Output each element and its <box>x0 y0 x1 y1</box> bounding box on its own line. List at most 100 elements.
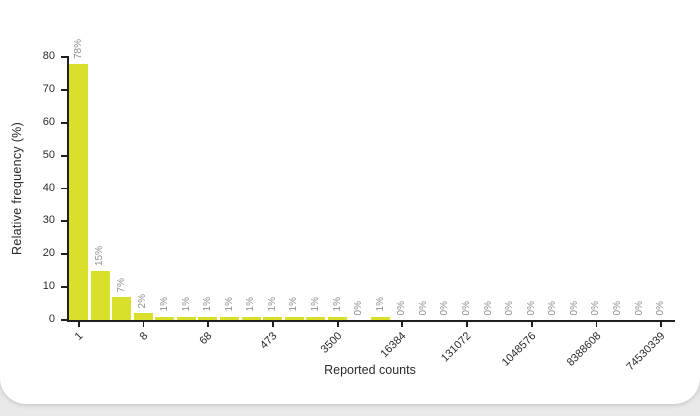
bar-value-label: 0% <box>482 300 494 315</box>
bar-value-label: 1% <box>180 297 192 312</box>
bar-slot: 0% <box>543 57 565 320</box>
bar-slot: 1% <box>241 57 263 320</box>
bar <box>327 316 347 320</box>
bar-value-label: 0% <box>633 300 645 315</box>
bar-slot: 0% <box>521 57 543 320</box>
x-tick-mark <box>401 321 404 327</box>
y-tick-label: 80 <box>42 50 55 62</box>
bar-value-label: 15% <box>94 245 106 266</box>
y-tick-mark <box>61 56 67 58</box>
bar-slot: 1% <box>176 57 198 320</box>
x-axis-ticks: 1 8 68 473 3500 16384 131072 1048576 8388608 7453… <box>68 321 672 381</box>
bar-slot: 0% <box>586 57 608 320</box>
bar-value-label: 1% <box>310 297 322 312</box>
bar <box>112 297 132 320</box>
bar-value-label: 1% <box>223 297 235 312</box>
y-tick-label: 10 <box>42 280 55 293</box>
bar <box>198 316 218 320</box>
y-tick-label: 70 <box>42 82 55 95</box>
y-tick-mark <box>61 121 67 124</box>
bar-value-label: 1% <box>374 297 386 312</box>
bar-slot: 0% <box>607 57 629 320</box>
bar-slot: 0% <box>413 57 435 320</box>
bar <box>220 316 240 320</box>
bar-value-label: 0% <box>396 300 408 315</box>
bar-chart: Relative frequency (%) 0 10 20 30 40 50 60 70 80… <box>0 39 675 381</box>
x-tick-mark <box>272 321 274 327</box>
bar-value-label: 0% <box>417 300 429 315</box>
y-tick-mark <box>61 88 67 91</box>
x-tick-mark <box>336 321 339 327</box>
y-tick-mark <box>61 187 67 190</box>
bar-slot: 0% <box>456 57 478 320</box>
bar-slot: 7% <box>111 57 133 320</box>
y-tick-mark <box>61 286 67 289</box>
x-tick-mark <box>530 321 533 327</box>
x-tick-mark <box>466 321 468 327</box>
bar-value-label: 0% <box>461 300 473 315</box>
bar-value-label: 0% <box>568 300 580 315</box>
bars-area: 78% 15% 7% 2% 1% 1% 1% 1% 1% 1% 1% 1% 1% 0% 1% 0% 0% 0% 0%… <box>68 39 672 320</box>
bar-value-label: 2% <box>137 293 149 309</box>
bar-value-label: 0% <box>655 300 667 315</box>
bar-value-label: 0% <box>590 300 602 315</box>
y-tick-label: 20 <box>42 247 55 260</box>
bar-value-label: 0% <box>612 300 624 315</box>
bar-slot: 0% <box>650 57 672 320</box>
bar-slot: 0% <box>478 57 500 320</box>
bar-slot: 2% <box>133 57 155 320</box>
bar-value-label: 0% <box>547 300 559 315</box>
y-tick-label: 0 <box>48 313 55 325</box>
y-tick-mark <box>61 319 67 321</box>
bar <box>241 316 261 320</box>
bar-value-label: 1% <box>331 297 343 312</box>
bar <box>176 316 196 320</box>
bar <box>284 316 304 320</box>
bar-slot: 1% <box>219 57 241 320</box>
bar <box>306 316 326 320</box>
y-tick-label: 50 <box>42 148 55 161</box>
bar-slot: 1% <box>197 57 219 320</box>
bar-value-label: 1% <box>245 297 257 312</box>
bar-slot: 0% <box>629 57 651 320</box>
x-axis-line <box>66 319 675 322</box>
bar-slot: 1% <box>154 57 176 320</box>
bar-value-label: 0% <box>504 300 516 315</box>
bar-value-label: 1% <box>159 297 171 312</box>
bar-value-label: 78% <box>72 38 84 59</box>
bar-slot: 0% <box>435 57 457 320</box>
bar-value-label: 1% <box>266 297 278 312</box>
bar-value-label: 7% <box>115 277 127 292</box>
x-tick-mark <box>142 321 145 327</box>
bar-slot: 15% <box>90 57 112 320</box>
chart-card: Relative frequency (%) 0 10 20 30 40 50 60 70 80… <box>0 0 700 404</box>
bar-value-label: 0% <box>439 300 451 315</box>
bar <box>371 316 391 320</box>
bar-value-label: 0% <box>525 300 537 315</box>
y-tick-label: 30 <box>42 214 55 227</box>
bar-value-label: 0% <box>353 300 365 315</box>
bar <box>133 313 153 320</box>
bar-value-label: 1% <box>202 297 214 312</box>
bar-slot: 78% <box>68 39 90 320</box>
bar <box>263 316 283 320</box>
bar-slot: 0% <box>564 57 586 320</box>
bar-slot: 1% <box>370 57 392 320</box>
y-axis-line <box>66 56 69 321</box>
bar-slot: 0% <box>392 57 414 320</box>
x-axis-title: Reported counts <box>324 363 416 377</box>
bar-value-label: 1% <box>288 297 300 312</box>
bar-slot: 1% <box>284 57 306 320</box>
bar <box>155 316 175 320</box>
y-tick-mark <box>61 220 67 223</box>
bar-slot: 0% <box>348 57 370 320</box>
x-tick-mark <box>77 321 80 327</box>
bar-slot: 1% <box>262 57 284 320</box>
bar-slot: 0% <box>499 57 521 320</box>
x-tick-mark <box>595 321 598 327</box>
y-tick-label: 60 <box>42 115 55 128</box>
x-tick-mark <box>660 321 663 327</box>
bar <box>69 63 89 320</box>
y-tick-mark <box>61 253 67 256</box>
y-axis-ticks: 0 10 20 30 40 50 60 70 80 <box>0 50 67 325</box>
